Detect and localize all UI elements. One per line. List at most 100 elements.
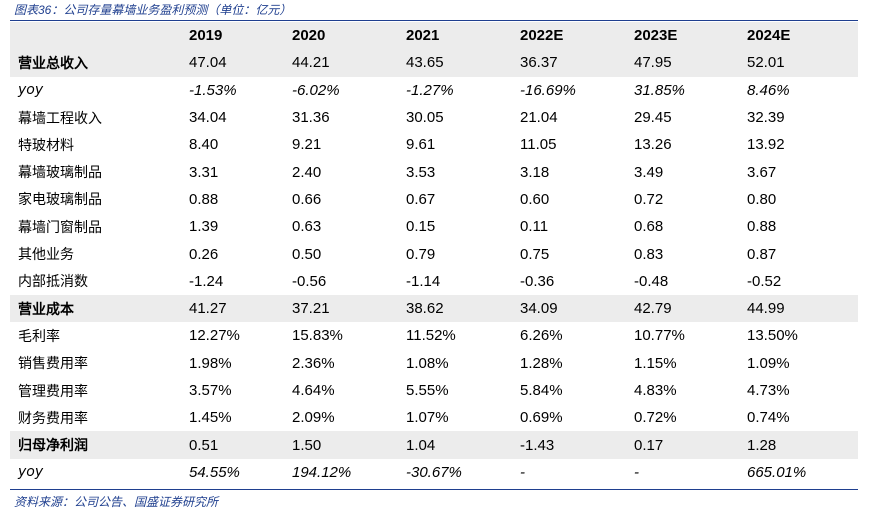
table-cell: -1.43 [520,431,634,459]
table-cell: 13.50% [747,327,798,345]
row-label: 特玻材料 [18,137,74,154]
table-cell: 4.83% [634,382,677,399]
row-label: 归母净利润 [10,431,189,459]
table-cell: 1.28% [520,354,563,372]
table-cell: 0.15 [406,218,436,236]
table-cell: 44.99 [747,294,858,323]
table-row: yoy 54.55% 194.12% -30.67% - - 665.01% [10,459,858,486]
row-label: 幕墙门窗制品 [18,219,102,236]
row-label: 其他业务 [18,247,74,264]
table-cell: -30.67% [406,463,462,481]
table-cell: 13.92 [747,136,785,154]
table-cell: 0.83 [634,245,664,263]
table-cell: 13.26 [634,136,672,154]
table-cell: -1.14 [406,272,441,290]
column-header: 2024E [747,22,858,50]
table-cell: 1.15% [634,354,677,372]
table-cell: 47.04 [189,49,292,77]
table-row: 其他业务 0.26 0.50 0.79 0.75 0.83 0.87 [10,240,858,267]
table-cell: -1.27% [406,81,454,99]
table-cell: 31.36 [292,109,330,127]
table-cell: 54.55% [189,463,240,481]
table-cell: 6.26% [520,327,563,345]
table-cell: 0.80 [747,190,777,208]
table-cell: 0.67 [406,190,436,208]
table-row: 财务费用率 1.45% 2.09% 1.07% 0.69% 0.72% 0.74% [10,404,858,431]
table-cell: -1.24 [189,272,224,290]
row-label: 家电玻璃制品 [18,192,102,209]
table-cell: 1.45% [189,409,232,427]
row-label: yoy [18,82,44,99]
source-note: 资料来源：公司公告、国盛证券研究所 [14,495,219,509]
table-row: yoy -1.53% -6.02% -1.27% -16.69% 31.85% 8.46% [10,77,858,104]
table-cell: 41.27 [189,294,292,323]
table-cell: 3.53 [406,163,436,181]
column-header: 2019 [189,22,292,50]
table-cell: 3.18 [520,163,550,181]
table-cell: 0.88 [747,218,777,236]
table-cell: 1.98% [189,354,232,372]
table-cell: 11.05 [520,136,557,154]
table-row: 家电玻璃制品 0.88 0.66 0.67 0.60 0.72 0.80 [10,186,858,213]
table-cell: 32.39 [747,109,785,127]
header-corner [10,22,189,50]
table-cell: 8.40 [189,136,219,154]
table-cell: 0.88 [189,190,219,208]
table-cell: 0.66 [292,190,322,208]
table-cell: 43.65 [406,49,520,77]
table-cell: 0.68 [634,218,664,236]
column-header: 2022E [520,22,634,50]
table-cell: 15.83% [292,327,343,345]
row-label: 管理费用率 [18,383,88,400]
row-label: 营业总收入 [10,49,189,77]
table-cell: 1.39 [189,218,219,236]
table-cell: 0.74% [747,409,790,427]
table-cell: 0.51 [189,431,292,459]
table-row: 管理费用率 3.57% 4.64% 5.55% 5.84% 4.83% 4.73% [10,377,858,404]
table-cell: 665.01% [747,463,807,481]
row-label: 财务费用率 [18,410,88,427]
row-label: 营业成本 [10,294,189,323]
row-label: 内部抵消数 [18,274,88,291]
table-row: 内部抵消数 -1.24 -0.56 -1.14 -0.36 -0.48 -0.52 [10,268,858,295]
table-cell: 21.04 [520,109,558,127]
table-cell: 29.45 [634,109,672,127]
column-header: 2023E [634,22,747,50]
table-cell: -0.48 [634,272,669,290]
table-cell: 3.49 [634,163,664,181]
table-row: 特玻材料 8.40 9.21 9.61 11.05 13.26 13.92 [10,131,858,158]
table-row: 归母净利润 0.51 1.50 1.04 -1.43 0.17 1.28 [10,431,858,459]
table-cell: -16.69% [520,81,576,99]
top-rule [10,20,858,21]
header-row: 2019 2020 2021 2022E 2023E 2024E [10,22,858,50]
table-cell: 52.01 [747,49,858,77]
table-cell: 2.40 [292,163,322,181]
forecast-table: 2019 2020 2021 2022E 2023E 2024E 营业总收入 47… [10,22,858,486]
table-cell: 1.28 [747,431,858,459]
table-cell: 42.79 [634,294,747,323]
table-cell: 0.75 [520,245,550,263]
bottom-rule [10,489,858,490]
table-cell: 36.37 [520,49,634,77]
column-header: 2021 [406,22,520,50]
table-cell: 5.55% [406,382,449,399]
table-row: 幕墙门窗制品 1.39 0.63 0.15 0.11 0.68 0.88 [10,213,858,240]
column-header: 2020 [292,22,406,50]
table-cell: -0.52 [747,272,782,290]
row-label: 幕墙工程收入 [18,110,102,127]
table-cell: 11.52% [406,327,456,345]
table-cell: 194.12% [292,463,352,481]
table-cell: 44.21 [292,49,406,77]
table-cell: 47.95 [634,49,747,77]
table-row: 毛利率 12.27% 15.83% 11.52% 6.26% 10.77% 13.50% [10,322,858,349]
table-cell: 34.04 [189,109,227,127]
table-cell: 37.21 [292,294,406,323]
table-cell: 1.04 [406,431,520,459]
table-cell: 0.72 [634,190,664,208]
table-row: 销售费用率 1.98% 2.36% 1.08% 1.28% 1.15% 1.09% [10,350,858,377]
table-row: 幕墙工程收入 34.04 31.36 30.05 21.04 29.45 32.39 [10,104,858,131]
table-cell: - [520,463,525,481]
table-cell: 0.17 [634,431,747,459]
table-cell: 31.85% [634,81,685,99]
table-cell: 12.27% [189,327,240,345]
